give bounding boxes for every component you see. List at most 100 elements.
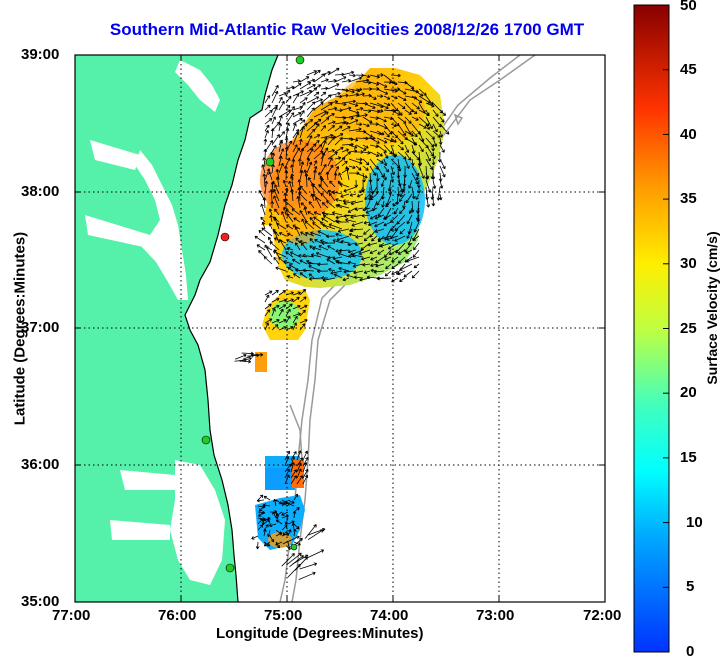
velocity-vector [292, 258, 301, 265]
velocity-vector [362, 109, 372, 113]
velocity-vector [278, 96, 283, 104]
velocity-vector [362, 144, 369, 149]
velocity-vector [285, 308, 291, 317]
velocity-vector [299, 296, 307, 303]
velocity-vector [285, 95, 292, 104]
velocity-vector [268, 223, 273, 230]
velocity-vector [271, 145, 277, 153]
velocity-vector [278, 290, 286, 296]
velocity-vector [439, 144, 445, 153]
velocity-vector [313, 134, 321, 139]
velocity-vector [319, 239, 329, 244]
velocity-vector [327, 136, 335, 146]
velocity-vector [271, 324, 279, 331]
velocity-vector [370, 263, 378, 267]
velocity-vector [298, 571, 316, 580]
velocity-vector [264, 290, 273, 296]
velocity-vector [299, 147, 305, 160]
velocity-vector [315, 252, 329, 258]
velocity-vector [284, 146, 289, 160]
velocity-vector [306, 87, 318, 97]
colorbar-tick-label: 30 [680, 255, 697, 272]
velocity-vector [320, 117, 330, 125]
velocity-vector [302, 450, 309, 461]
velocity-vector [348, 76, 362, 83]
velocity-vector [362, 262, 371, 267]
velocity-vector [355, 78, 370, 83]
velocity-vector [439, 109, 446, 116]
velocity-vector [411, 172, 419, 185]
velocity-vector [284, 463, 292, 473]
velocity-vector [271, 84, 279, 97]
y-tick-label: 37:00 [21, 319, 60, 336]
velocity-vector [364, 193, 371, 201]
velocity-vector [285, 112, 295, 125]
velocity-vector [335, 214, 350, 220]
velocity-vector [376, 165, 385, 178]
velocity-vector [281, 553, 295, 567]
velocity-vector [259, 505, 265, 512]
velocity-vector [295, 237, 301, 244]
velocity-vector [355, 87, 363, 92]
velocity-vector [348, 165, 356, 170]
velocity-vector [386, 235, 399, 241]
velocity-vector [278, 256, 287, 265]
velocity-vector [309, 217, 315, 223]
velocity-vector [376, 109, 384, 113]
x-tick-label: 77:00 [52, 607, 91, 624]
velocity-vector [310, 231, 322, 237]
velocity-vector [333, 172, 338, 181]
x-tick-label: 73:00 [476, 607, 515, 624]
velocity-vector [334, 76, 347, 83]
velocity-vector [399, 277, 406, 283]
velocity-vector [322, 214, 336, 223]
velocity-vector [412, 235, 420, 241]
velocity-vector [313, 169, 317, 181]
velocity-vector [262, 503, 271, 508]
velocity-vector [340, 193, 350, 198]
velocity-vector [278, 318, 287, 324]
velocity-vector [299, 304, 308, 310]
velocity-vector [306, 84, 316, 90]
velocity-vector [338, 172, 343, 181]
velocity-vector [376, 116, 387, 123]
velocity-vector [264, 118, 273, 125]
velocity-vector [268, 523, 277, 528]
velocity-vector [299, 272, 308, 279]
velocity-vector [375, 256, 385, 264]
velocity-vector [335, 249, 343, 253]
velocity-vector [302, 456, 309, 467]
velocity-vector [402, 200, 406, 209]
velocity-vector [290, 475, 297, 485]
velocity-vector [306, 70, 317, 76]
velocity-vector [320, 152, 326, 167]
velocity-vector [339, 182, 350, 188]
velocity-vector [278, 162, 284, 174]
velocity-vector [373, 269, 385, 274]
velocity-vector [313, 69, 321, 76]
velocity-vector [348, 102, 359, 107]
velocity-vector [377, 249, 385, 255]
velocity-vector [383, 95, 391, 100]
velocity-vector [416, 214, 421, 223]
velocity-vector [238, 359, 252, 364]
velocity-vector [299, 170, 304, 181]
velocity-vector [379, 242, 392, 248]
velocity-vector [345, 166, 350, 181]
velocity-vector [269, 535, 275, 543]
velocity-vector [432, 130, 441, 138]
velocity-vector [301, 218, 308, 230]
velocity-vector [278, 155, 283, 167]
velocity-vector [355, 113, 368, 118]
velocity-vector [404, 144, 410, 153]
velocity-vector [235, 353, 247, 360]
velocity-vector [404, 130, 414, 137]
velocity-vector [390, 123, 397, 128]
velocity-vector [263, 138, 268, 146]
velocity-vector [275, 511, 283, 517]
velocity-vector [297, 187, 302, 202]
velocity-vector [397, 151, 407, 160]
velocity-vector [355, 106, 364, 111]
velocity-vector [336, 203, 350, 209]
velocity-vector [275, 266, 287, 272]
